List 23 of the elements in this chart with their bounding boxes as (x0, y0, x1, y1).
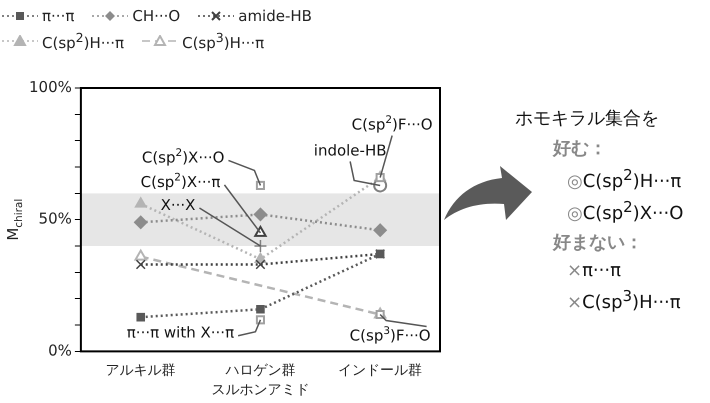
annotation: π···π with X···π (126, 324, 234, 342)
y-tick-label: 100% (28, 78, 72, 96)
annotation: indole-HB (314, 141, 387, 160)
x-axis-title: スルホンアミド (211, 382, 310, 398)
legend-label: C(sp$^{3}$)H···π (182, 30, 264, 52)
y-tick-label: 50% (38, 210, 72, 228)
y-tick-label: 0% (48, 341, 72, 360)
text: ×π···π (567, 260, 622, 281)
annotation: X···X (160, 196, 196, 214)
text: ホモキラル集合を (515, 107, 660, 130)
legend-label: amide-HB (238, 6, 312, 24)
text: ◎C(sp$^{2}$)X···O (567, 198, 684, 224)
x-tick-label: ハロゲン群 (224, 362, 296, 378)
x-tick-label: アルキル群 (106, 362, 176, 378)
legend-label: C(sp$^{2}$)H···π (42, 30, 124, 52)
text: ×C(sp$^{3}$)H···π (567, 287, 682, 313)
x-tick-label: インドール群 (338, 362, 422, 378)
y-axis-title: Mchiral (4, 198, 25, 241)
text: ◎C(sp$^{2}$)H···π (567, 166, 682, 192)
legend-label: CH···O (132, 6, 180, 24)
legend-label: π···π (42, 6, 74, 24)
text: 好まない： (553, 231, 644, 254)
text: 好む： (553, 137, 608, 160)
